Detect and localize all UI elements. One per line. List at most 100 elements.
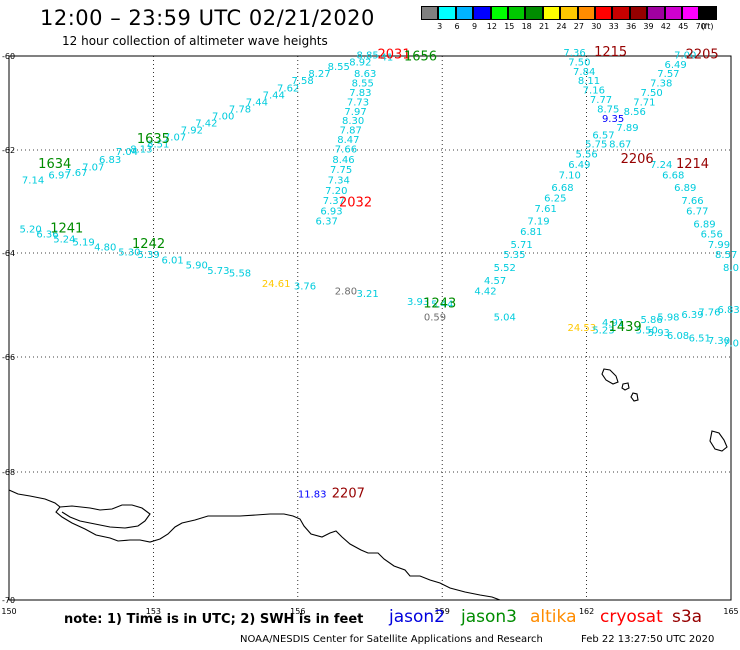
island: [621, 382, 630, 391]
wave-height-label: 6.83: [717, 305, 739, 316]
wave-height-label: 7.77: [590, 95, 612, 106]
wave-height-label: 5.44: [431, 300, 453, 311]
wave-height-label: 7.0: [723, 339, 739, 350]
wave-height-label: 7.67: [65, 168, 87, 179]
wave-height-label: 6.77: [686, 206, 708, 217]
wave-height-label: 7.07: [164, 133, 186, 144]
satellite-s3a: s3a: [672, 607, 703, 627]
wave-height-label: 5.58: [229, 268, 251, 279]
legend-label: 30: [591, 22, 602, 31]
legend-label: 21: [539, 22, 550, 31]
wave-height-label: 6.01: [162, 255, 184, 266]
wave-height-label: 7.66: [681, 196, 703, 207]
lon-tick-label: 162: [579, 607, 594, 616]
wave-height-label: 5.52: [494, 263, 516, 274]
wave-height-label: 4.57: [484, 276, 506, 287]
wave-height-label: 7.97: [344, 107, 366, 118]
lon-tick-label: 153: [146, 607, 161, 616]
legend-label: 6: [454, 22, 460, 31]
lat-tick-label: -68: [2, 468, 15, 477]
wave-height-label: 6.36: [36, 230, 58, 241]
wave-height-label: 7.04: [116, 147, 138, 158]
wave-height-label: 8.55: [352, 79, 374, 90]
wave-height-label: 8.51: [147, 140, 169, 151]
wave-height-label: 8.63: [354, 69, 376, 80]
legend-label: 9: [471, 22, 478, 31]
legend-swatch: [612, 6, 630, 20]
map-title: 12:00 – 23:59 UTC 02/21/2020: [40, 6, 375, 30]
wave-height-label: 9.35: [602, 114, 624, 125]
legend-label: 27: [573, 22, 584, 31]
wave-height-label: 6.89: [674, 183, 696, 194]
wave-height-label: 24.53: [567, 323, 596, 334]
wave-height-label: 6.08: [667, 331, 689, 342]
wave-height-label: 8.46: [332, 155, 354, 166]
wave-height-label: 6.83: [99, 155, 121, 166]
wave-height-label: 7.84: [573, 67, 595, 78]
wave-height-label: 4.91: [602, 318, 624, 329]
wave-height-label: 7.16: [583, 86, 605, 97]
wave-height-label: 6.93: [320, 206, 342, 217]
wave-height-label: 7.24: [650, 160, 672, 171]
wave-height-label: 5.93: [648, 328, 670, 339]
legend-swatch: [664, 6, 682, 20]
wave-height-label: 11.83: [298, 490, 327, 501]
legend-swatch: [438, 6, 456, 20]
wave-height-label: 7.58: [291, 76, 313, 87]
legend-label: 45: [678, 22, 689, 31]
wave-height-label: 8.47: [337, 135, 359, 146]
wave-height-label: 6.37: [316, 217, 338, 228]
wave-height-label: 6.68: [551, 183, 573, 194]
wave-height-label: 6.51: [689, 333, 711, 344]
wave-height-label: 7.50: [640, 88, 662, 99]
pass-time-label: 1439: [609, 320, 642, 335]
legend-swatch: [473, 6, 491, 20]
wave-height-label: 5.30: [118, 248, 140, 259]
wave-height-label: 7.71: [633, 97, 655, 108]
wave-height-label: 7.10: [559, 170, 581, 181]
wave-height-label: 8.55: [328, 62, 350, 73]
legend-label: 70: [695, 22, 706, 31]
lat-tick-label: -62: [2, 146, 15, 155]
wave-height-label: 5.71: [510, 240, 532, 251]
wave-height-label: 0.59: [424, 313, 446, 324]
wave-height-label: 8.67: [609, 140, 631, 151]
wave-height-label: 8.75: [597, 104, 619, 115]
footer-note: note: 1) Time is in UTC; 2) SWH is in fe…: [64, 612, 364, 627]
credit-text: NOAA/NESDIS Center for Satellite Applica…: [240, 634, 543, 645]
wave-height-label: 7.19: [527, 217, 549, 228]
wave-height-label: 5.86: [640, 315, 662, 326]
wave-height-label: 8.0: [723, 263, 739, 274]
wave-height-label: 7.73: [347, 97, 369, 108]
lon-tick-label: 156: [290, 607, 305, 616]
wave-height-label: 7.20: [325, 186, 347, 197]
pass-time-label: 1634: [38, 157, 71, 172]
wave-height-label: 5.23: [592, 326, 614, 337]
pass-time-label: 1214: [676, 157, 709, 172]
wave-height-label: 5.56: [575, 150, 597, 161]
wave-height-label: 7.89: [616, 123, 638, 134]
lon-tick-label: 150: [1, 607, 16, 616]
wave-height-label: 8.27: [308, 69, 330, 80]
wave-height-label: 5.24: [53, 235, 75, 246]
wave-height-label: 5.73: [207, 266, 229, 277]
wave-height-label: 2.80: [335, 287, 357, 298]
pass-time-label: 2032: [339, 196, 372, 211]
wave-height-label: 3.76: [294, 281, 316, 292]
legend-label: 3: [437, 22, 443, 31]
wave-height-label: 8.57: [715, 250, 737, 261]
wave-height-label: 6.49: [665, 60, 687, 71]
pass-time-label: 2207: [332, 487, 365, 502]
legend-swatch: [508, 6, 526, 20]
coastline: [8, 489, 501, 601]
pass-time-label: 2206: [621, 152, 654, 167]
wave-height-label: 6.56: [701, 230, 723, 241]
wave-height-label: 7.30: [708, 336, 730, 347]
lon-tick-label: 159: [435, 607, 450, 616]
wave-height-label: 7.62: [277, 83, 299, 94]
wave-height-label: 5.39: [137, 250, 159, 261]
wave-height-label: 4.42: [474, 287, 496, 298]
satellite-jason3: jason3: [461, 607, 517, 627]
pass-time-label: 1241: [50, 221, 83, 236]
